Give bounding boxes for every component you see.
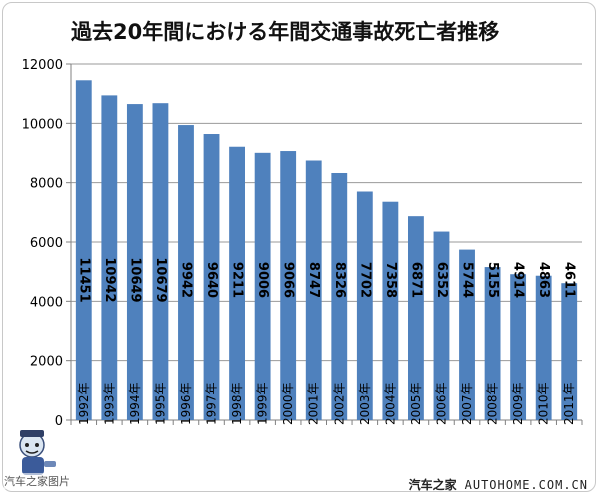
bar-value-label: 10649 <box>127 257 142 302</box>
x-tick-label: 2004年 <box>383 382 397 425</box>
bar <box>152 103 169 420</box>
bar <box>535 275 552 420</box>
bar <box>203 134 220 420</box>
bar-value-label: 11451 <box>76 257 91 302</box>
bar <box>229 146 245 420</box>
x-tick-label: 1993年 <box>102 382 116 425</box>
bar <box>433 231 450 420</box>
x-tick-label: 1998年 <box>230 382 244 425</box>
bar-value-label: 10942 <box>102 257 117 302</box>
x-tick-label: 1996年 <box>179 382 193 425</box>
x-tick-label: 1994年 <box>128 382 142 425</box>
x-tick-label: 1997年 <box>205 382 219 425</box>
y-tick-label: 10000 <box>22 117 63 132</box>
bar-value-label: 9066 <box>281 262 296 298</box>
x-tick-label: 2003年 <box>358 382 372 425</box>
bar <box>101 95 118 421</box>
axes <box>66 63 583 425</box>
y-tick-label: 12000 <box>22 58 63 73</box>
bar-value-label: 4611 <box>562 262 577 298</box>
gridlines <box>71 63 582 362</box>
bar <box>178 125 194 420</box>
x-tick-label: 2007年 <box>460 382 474 425</box>
bar-value-label: 8326 <box>332 262 347 298</box>
x-tick-label: 2008年 <box>486 382 500 425</box>
bars <box>75 80 578 421</box>
mascot-watermark-icon <box>19 430 56 475</box>
y-tick-label: 8000 <box>30 177 63 192</box>
bar-value-label: 4863 <box>536 262 551 298</box>
bar-value-label: 8747 <box>306 262 321 298</box>
left-watermark-text: 汽车之家图片 <box>4 473 70 489</box>
bar <box>356 191 373 420</box>
y-tick-label: 4000 <box>30 295 63 310</box>
x-tick-label: 1992年 <box>77 382 91 425</box>
bar-value-label: 9640 <box>204 262 219 298</box>
x-tick-label: 2002年 <box>332 382 346 425</box>
bar <box>280 151 297 421</box>
bar-value-label: 5155 <box>485 262 500 298</box>
bar-value-label: 4914 <box>511 262 526 298</box>
bar-value-label: 7702 <box>357 262 372 298</box>
x-tick-label: 2001年 <box>307 382 321 425</box>
bar <box>484 267 501 420</box>
y-tick-label: 6000 <box>30 236 63 251</box>
bar <box>459 249 475 420</box>
x-tick-label: 1995年 <box>153 382 167 425</box>
bar-value-label: 9211 <box>230 262 245 298</box>
y-tick-labels: 0 2000 4000 6000 8000 10000 12000 <box>22 58 63 429</box>
bar <box>382 201 399 420</box>
x-tick-label: 2005年 <box>409 382 423 425</box>
bar <box>254 152 271 420</box>
x-tick-label: 2006年 <box>434 382 448 425</box>
watermark-brand: 汽车之家 <box>408 478 457 492</box>
bar <box>305 160 322 420</box>
x-tick-label: 2009年 <box>511 382 525 425</box>
bar <box>510 274 527 420</box>
bar <box>126 104 143 421</box>
bar <box>561 283 578 420</box>
bar <box>75 80 92 421</box>
bar <box>408 216 424 420</box>
bar-value-label: 9006 <box>255 262 270 298</box>
chart-title: 過去20年間における年間交通事故死亡者推移 <box>71 20 499 44</box>
bar-value-labels: 11451 10942 10649 10679 9942 9640 9211 9006 9066… <box>76 257 576 302</box>
bar-value-label: 5744 <box>460 262 475 298</box>
watermark-url: AUTOHOME.COM.CN <box>464 478 588 492</box>
x-tick-label: 2010年 <box>537 382 551 425</box>
x-tick-label: 1999年 <box>256 382 270 425</box>
bar-value-label: 6352 <box>434 262 449 298</box>
site-watermark: 汽车之家 AUTOHOME.COM.CN <box>409 476 588 493</box>
y-tick-label: 0 <box>55 414 63 429</box>
bar <box>331 172 348 420</box>
x-tick-label: 2000年 <box>281 382 295 425</box>
bar-value-label: 10679 <box>153 257 168 302</box>
x-tick-labels: 1992年 1993年 1994年 1995年 1996年 1997年 1998年 1999年… <box>77 382 576 425</box>
bar-value-label: 7358 <box>383 262 398 298</box>
y-tick-label: 2000 <box>30 355 63 370</box>
bar-value-label: 9942 <box>178 262 193 298</box>
x-tick-label: 2011年 <box>562 382 576 425</box>
bar-value-label: 6871 <box>408 262 423 298</box>
